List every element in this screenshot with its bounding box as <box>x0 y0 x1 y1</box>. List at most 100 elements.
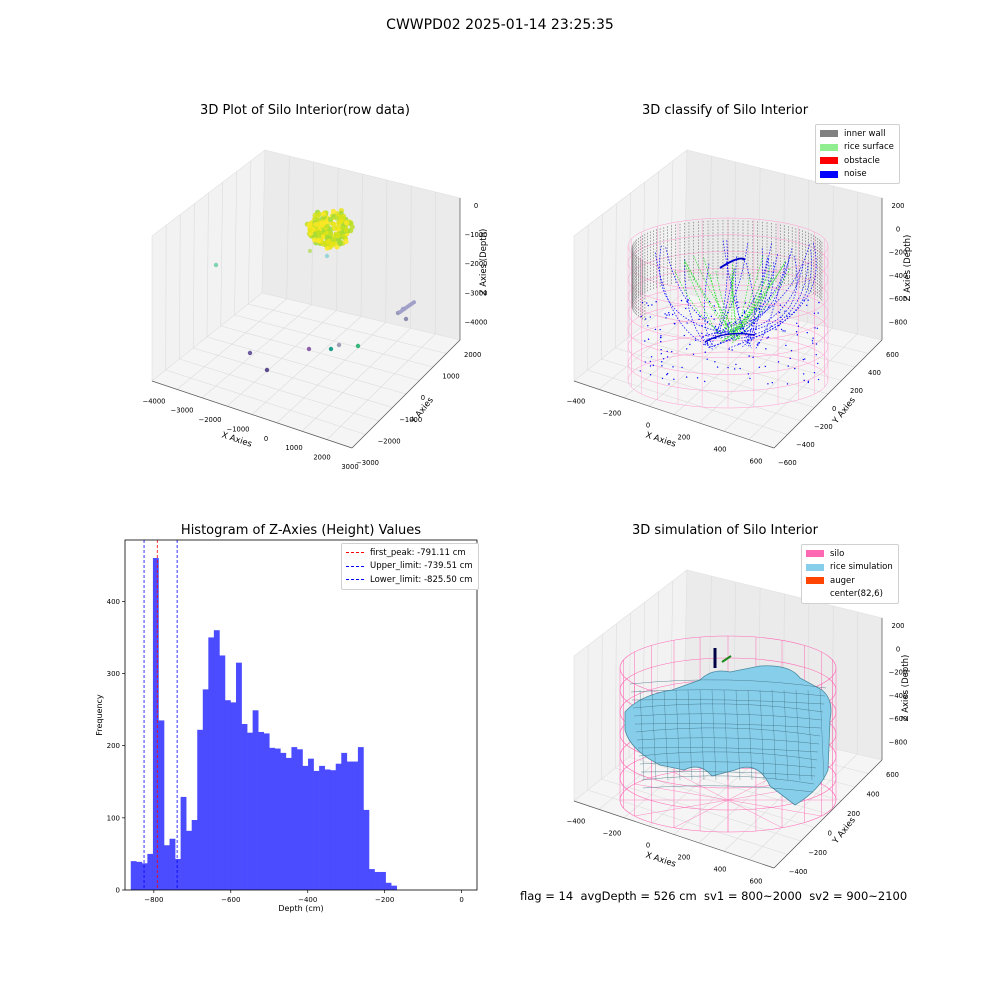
noise-point <box>806 304 808 307</box>
noise-point <box>668 314 670 316</box>
noise-point <box>749 377 751 380</box>
noise-point <box>734 321 736 324</box>
gridline <box>248 303 447 354</box>
y-tick-label: −400 <box>789 868 808 876</box>
noise-point <box>685 376 688 378</box>
legend-line <box>346 565 364 567</box>
panel2-legend: inner wall rice surface obstacle noise <box>815 124 900 184</box>
noise-point <box>817 378 820 381</box>
noise-point <box>758 308 761 310</box>
panel1-3d-scatter: −4000 −3000 −2000 −1000 0 1000 2000 3000 2000 100… <box>143 149 489 471</box>
gridline <box>642 325 842 381</box>
surface-mesh-line <box>638 751 818 761</box>
x-tick-label: −400 <box>298 896 317 904</box>
panel2-classified-points <box>627 217 829 409</box>
noise-point <box>806 331 808 334</box>
surface-mesh-line <box>663 689 669 781</box>
histogram-bar <box>219 655 226 890</box>
legend-item-obstacle: obstacle <box>820 154 894 168</box>
noise-point <box>815 343 818 345</box>
histogram-bar <box>346 761 353 890</box>
noise-point <box>728 348 730 350</box>
data-point <box>320 234 326 240</box>
histogram-bar <box>330 770 337 890</box>
legend-item-lower-limit: Lower_limit: -825.50 cm <box>346 573 473 587</box>
noise-point <box>753 319 755 321</box>
legend-swatch <box>820 157 838 165</box>
z-tick-label: 200 <box>892 622 905 630</box>
noise-point <box>802 373 805 375</box>
histogram-vlines <box>143 540 178 890</box>
gridline <box>757 167 761 311</box>
noise-point <box>689 343 691 346</box>
noise-point <box>708 300 711 303</box>
noise-point <box>741 315 744 317</box>
gridline <box>614 203 617 349</box>
noise-point <box>757 342 759 344</box>
z-tick-label: −400 <box>889 272 908 280</box>
histogram-bars <box>130 558 397 890</box>
silo-floor-spoke <box>673 772 729 801</box>
gridline <box>656 171 660 316</box>
panel2-ticks: −400 −200 0 200 400 600 600 400 200 0 −200 −400 −600… <box>567 202 908 467</box>
noise-point <box>778 324 780 327</box>
noise-point <box>660 348 662 351</box>
outlier-point <box>403 316 409 322</box>
z-tick-label: 0 <box>474 202 478 210</box>
noise-point <box>644 340 646 342</box>
noise-point <box>802 358 804 361</box>
noise-point <box>686 322 688 324</box>
noise-point <box>777 361 780 363</box>
surface-mesh-line <box>819 689 825 781</box>
noise-point <box>702 336 704 338</box>
noise-point <box>755 328 757 330</box>
noise-point <box>723 330 726 332</box>
panel1-axes-box <box>151 149 461 449</box>
noise-point <box>655 301 657 303</box>
legend-label: center(82,6) <box>830 589 883 600</box>
noise-point <box>727 311 729 314</box>
noise-point <box>794 367 796 370</box>
data-point <box>324 245 330 251</box>
y-tick-label: −200 <box>808 849 827 857</box>
legend-label: noise <box>844 169 867 180</box>
x-tick-label: 1000 <box>285 444 302 452</box>
noise-point <box>647 304 649 307</box>
noise-point <box>795 331 798 333</box>
data-point <box>327 230 333 236</box>
y-tick-label: 2000 <box>464 351 481 359</box>
surface-mesh-line <box>675 689 681 781</box>
noise-point <box>685 307 687 310</box>
noise-point <box>694 339 697 341</box>
gridline <box>628 336 829 395</box>
legend-item-noise: noise <box>820 168 894 182</box>
outlier-point <box>336 342 342 348</box>
noise-point <box>787 365 789 367</box>
outlier-point <box>412 300 416 305</box>
noise-point <box>768 306 770 308</box>
data-point <box>312 212 318 218</box>
surface-mesh-line <box>630 689 826 697</box>
noise-point <box>680 299 683 302</box>
histogram-bar <box>335 763 342 890</box>
noise-trace <box>717 244 810 335</box>
noise-point <box>779 304 782 306</box>
noise-point <box>692 353 695 355</box>
histogram-bar <box>191 820 198 890</box>
noise-point <box>713 305 715 307</box>
surface-mesh-line <box>651 689 657 781</box>
z-tick-label: −400 <box>889 692 908 700</box>
noise-trace <box>714 258 770 346</box>
noise-point <box>666 372 669 375</box>
noise-point <box>713 318 715 320</box>
gridline <box>670 303 869 354</box>
noise-point <box>662 358 665 360</box>
z-tick-label: −800 <box>889 318 908 326</box>
surface-mesh-line <box>637 747 819 753</box>
x-tick-label: −400 <box>567 397 586 405</box>
outlier-point <box>328 346 334 352</box>
x-axis-line <box>573 800 775 869</box>
surface-mesh-line <box>759 689 765 781</box>
noise-point <box>668 312 670 314</box>
y-tick-label: 200 <box>107 742 120 750</box>
